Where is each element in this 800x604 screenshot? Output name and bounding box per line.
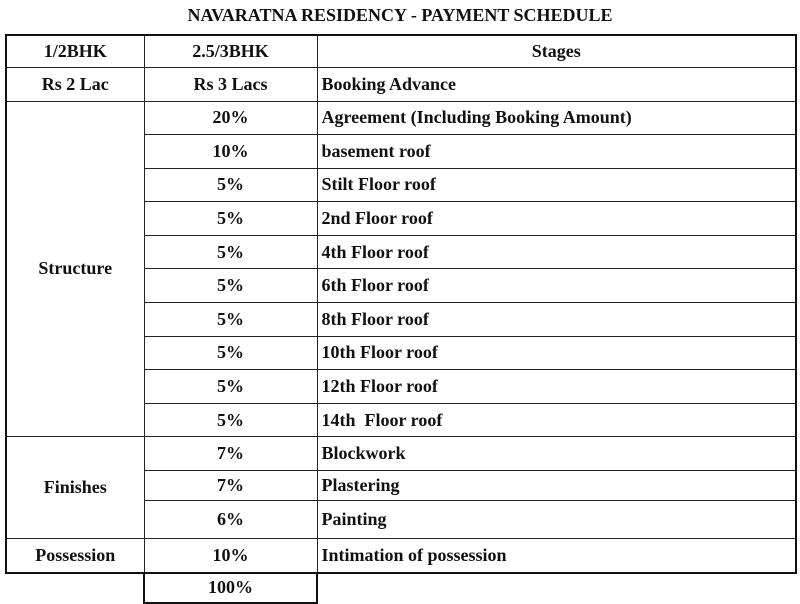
stage-cell: 10th Floor roof <box>316 335 797 371</box>
schedule-row: 5% Stilt Floor roof <box>6 167 797 203</box>
stage-cell: Plastering <box>316 470 797 502</box>
group-label: Structure <box>5 100 145 438</box>
total-row: 100% <box>6 571 796 604</box>
schedule-row: 10% basement roof <box>6 134 797 169</box>
percent-cell: 20% <box>143 100 318 136</box>
stage-cell: 6th Floor roof <box>316 268 797 304</box>
percent-cell: 5% <box>143 167 318 203</box>
percent-cell: 10% <box>143 134 318 169</box>
percent-cell: 5% <box>143 302 318 337</box>
schedule-row: 5% 14th Floor roof <box>6 402 797 438</box>
table-body: 1/2BHK 2.5/3BHK Stages Rs 2 Lac Rs 3 Lacs Boo… <box>5 34 797 574</box>
title: NAVARATNA RESIDENCY - PAYMENT SCHEDULE <box>187 5 613 25</box>
percent-cell: 5% <box>143 201 318 236</box>
percent-cell: 5% <box>143 268 318 304</box>
percent-cell: 5% <box>143 335 318 371</box>
stage-cell: Agreement (Including Booking Amount) <box>316 100 797 136</box>
stage-cell: 14th Floor roof <box>316 402 797 438</box>
schedule-row: Finishes 7% Blockwork <box>5 436 797 540</box>
booking-cell: Rs 2 Lac <box>5 66 145 102</box>
percent-cell: 5% <box>143 234 318 270</box>
header-cell: 2.5/3BHK <box>143 34 318 68</box>
percent-cell: 7% <box>143 436 318 472</box>
group-label: Possession <box>5 538 145 574</box>
stage-cell: Intimation of possession <box>316 538 797 574</box>
stage-cell: Painting <box>316 500 797 540</box>
stage-cell: 2nd Floor roof <box>316 201 797 236</box>
percent-cell: 5% <box>143 369 318 404</box>
percent-cell: 7% <box>143 470 318 502</box>
blank-cell <box>6 573 144 603</box>
payment-table: 1/2BHK 2.5/3BHK Stages Rs 2 Lac Rs 3 Lacs Boo… <box>5 34 797 604</box>
stage-cell: 12th Floor roof <box>316 369 797 404</box>
stage-cell: Blockwork <box>316 436 797 472</box>
schedule-row: 5% 4th Floor roof <box>6 234 797 270</box>
header-row: 1/2BHK 2.5/3BHK Stages <box>5 34 797 68</box>
schedule-row: 5% 6th Floor roof <box>6 268 797 304</box>
schedule-row: 6% Painting <box>6 500 797 540</box>
schedule-row: 7% Plastering <box>6 470 797 502</box>
stage-cell: 4th Floor roof <box>316 234 797 270</box>
percent-cell: 10% <box>143 538 318 574</box>
schedule-row: 5% 12th Floor roof <box>6 369 797 404</box>
group-label: Finishes <box>5 436 145 540</box>
blank-cell <box>317 573 796 603</box>
percent-cell: 5% <box>143 402 318 438</box>
table-footer: 100% <box>6 571 796 604</box>
booking-row: Rs 2 Lac Rs 3 Lacs Booking Advance <box>5 66 797 102</box>
stage-cell: Stilt Floor roof <box>316 167 797 203</box>
schedule-row: Possession 10% Intimation of possession <box>5 538 797 574</box>
header-cell: 1/2BHK <box>5 34 145 68</box>
schedule-row: 5% 10th Floor roof <box>6 335 797 371</box>
stage-cell: 8th Floor roof <box>316 302 797 337</box>
schedule-row: Structure 20% Agreement (Including Booking… <box>5 100 797 438</box>
total-cell: 100% <box>143 571 318 604</box>
stage-cell: basement roof <box>316 134 797 169</box>
booking-cell: Booking Advance <box>316 66 797 102</box>
booking-cell: Rs 3 Lacs <box>143 66 318 102</box>
percent-cell: 6% <box>143 500 318 540</box>
schedule-row: 5% 2nd Floor roof <box>6 201 797 236</box>
schedule-row: 5% 8th Floor roof <box>6 302 797 337</box>
header-cell: Stages <box>316 34 797 68</box>
